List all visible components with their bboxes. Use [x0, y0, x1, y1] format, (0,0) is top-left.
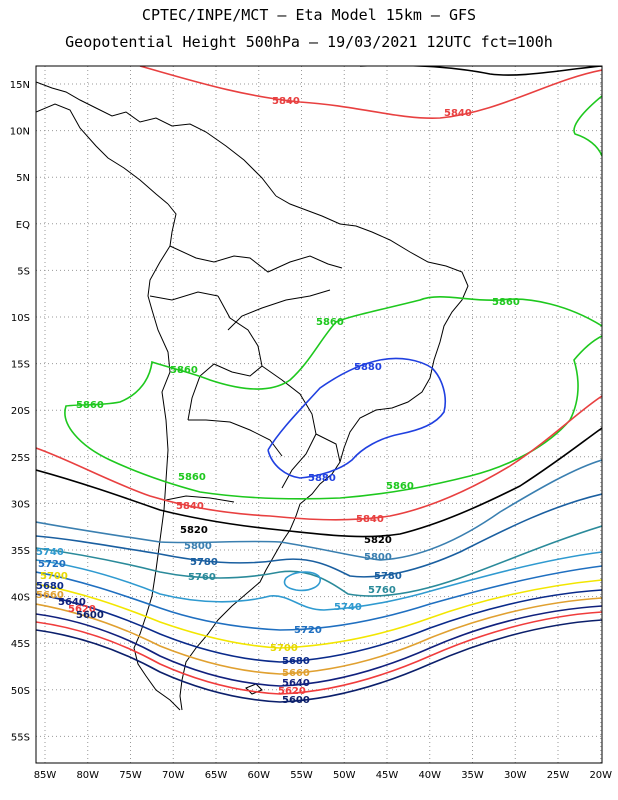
lon-tick-label: 50W — [333, 770, 356, 781]
lon-tick-label: 30W — [504, 770, 527, 781]
lon-tick-label: 60W — [247, 770, 270, 781]
lat-tick-label: 10S — [11, 313, 30, 324]
contour-label: 5820 — [180, 525, 208, 536]
contour-label: 5780 — [190, 557, 218, 568]
contour-label: 5860 — [170, 365, 198, 376]
contour-5680 — [36, 589, 602, 663]
contour-5600 — [36, 619, 602, 703]
central-america-coast — [36, 103, 169, 205]
contour-label: 5840 — [356, 514, 384, 525]
lat-tick-label: 35S — [11, 546, 30, 557]
lon-tick-label: 35W — [461, 770, 484, 781]
contour-label: 5740 — [36, 547, 64, 558]
contour-5840-north — [139, 66, 602, 119]
contour-label: 5780 — [374, 571, 402, 582]
contour-label: 5760 — [188, 572, 216, 583]
contour-label: 5880 — [308, 473, 336, 484]
contour-label: 5860 — [386, 481, 414, 492]
lon-tick-label: 45W — [376, 770, 399, 781]
south-america-outline — [133, 195, 469, 711]
contour-5820 — [36, 427, 602, 538]
contour-5820-northeast — [360, 66, 602, 76]
contour-label: 5660 — [282, 668, 310, 679]
lon-tick-label: 80W — [76, 770, 99, 781]
contour-label: 5680 — [282, 656, 310, 667]
contour-5780 — [36, 493, 602, 578]
contour-label: 5740 — [334, 602, 362, 613]
lat-tick-label: 40S — [11, 593, 30, 604]
caribbean-coast — [36, 81, 277, 197]
lat-tick-label: 45S — [11, 639, 30, 650]
lon-tick-label: 25W — [547, 770, 570, 781]
contour-5740-ring — [283, 571, 321, 592]
map-frame — [35, 65, 603, 764]
contour-label: 5800 — [184, 541, 212, 552]
contour-label: 5640 — [282, 678, 310, 689]
contour-5760 — [36, 525, 602, 597]
contour-label: 5700 — [40, 571, 68, 582]
lon-tick-label: 55W — [290, 770, 313, 781]
lat-tick-label: EQ — [16, 220, 30, 231]
contour-5860-main — [64, 296, 602, 500]
country-borders — [149, 245, 343, 503]
contour-label: 5820 — [364, 535, 392, 546]
contour-5640 — [36, 605, 602, 687]
lat-tick-label: 50S — [11, 686, 30, 697]
contour-5860-northeast — [573, 95, 602, 157]
contour-5800 — [36, 459, 602, 561]
lat-tick-label: 55S — [11, 732, 30, 743]
contour-5620 — [36, 611, 602, 695]
contour-label: 5720 — [38, 559, 66, 570]
contour-label: 5880 — [354, 362, 382, 373]
contour-label: 5860 — [316, 317, 344, 328]
title-line-2: Geopotential Height 500hPa – 19/03/2021 … — [65, 33, 553, 51]
coastlines-and-borders — [36, 81, 469, 711]
contour-label: 5720 — [294, 625, 322, 636]
contour-label: 5860 — [76, 400, 104, 411]
contour-label: 5840 — [176, 501, 204, 512]
lon-tick-label: 40W — [418, 770, 441, 781]
contour-label: 5840 — [444, 108, 472, 119]
contour-5700 — [36, 579, 602, 649]
contour-5880 — [267, 357, 447, 479]
lat-tick-label: 5N — [16, 173, 30, 184]
falklands — [245, 683, 263, 695]
contour-label: 5660 — [36, 590, 64, 601]
contour-label: 5800 — [364, 552, 392, 563]
contour-label: 5700 — [270, 643, 298, 654]
contour-label: 5620 — [68, 604, 96, 615]
contour-label: 5600 — [76, 610, 104, 621]
title-line-1: CPTEC/INPE/MCT – Eta Model 15km – GFS — [141, 6, 477, 24]
lat-tick-label: 20S — [11, 406, 30, 417]
contour-5660 — [36, 597, 602, 675]
contour-5720 — [36, 565, 602, 631]
contour-label: 5860 — [492, 297, 520, 308]
lon-tick-label: 75W — [119, 770, 142, 781]
lat-tick-label: 5S — [17, 266, 30, 277]
contour-label: 5600 — [282, 695, 310, 706]
contour-5840-south — [36, 395, 602, 521]
lon-tick-label: 85W — [34, 770, 57, 781]
lon-tick-label: 70W — [162, 770, 185, 781]
contour-label: 5620 — [278, 686, 306, 697]
contour-label: 5860 — [178, 472, 206, 483]
lat-tick-label: 30S — [11, 499, 30, 510]
lon-tick-label: 65W — [205, 770, 228, 781]
lat-tick-label: 10N — [10, 127, 30, 138]
lat-tick-label: 25S — [11, 453, 30, 464]
lat-tick-label: 15N — [10, 80, 30, 91]
lat-tick-label: 15S — [11, 360, 30, 371]
lon-tick-label: 20W — [589, 770, 612, 781]
contour-label: 5680 — [36, 581, 64, 592]
contour-5740 — [36, 551, 602, 611]
contour-label: 5840 — [272, 96, 300, 107]
contour-label: 5640 — [58, 597, 86, 608]
contour-label: 5760 — [368, 585, 396, 596]
